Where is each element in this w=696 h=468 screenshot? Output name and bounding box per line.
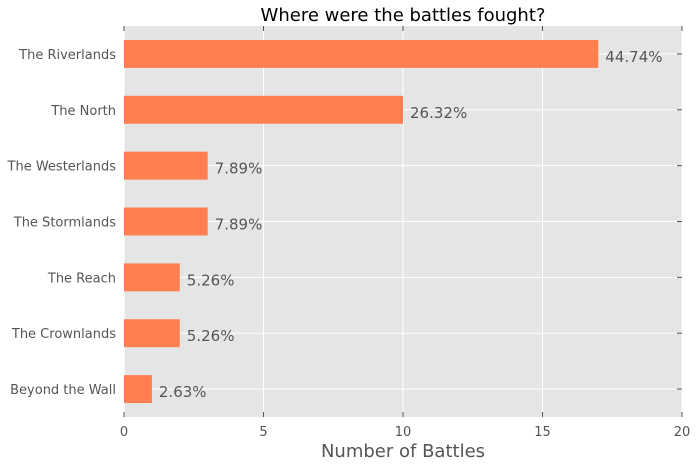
bar xyxy=(124,151,208,180)
chart-title: Where were the battles fought? xyxy=(261,5,546,26)
y-category-label: The Reach xyxy=(47,271,116,286)
y-category-label: The Stormlands xyxy=(13,216,116,231)
y-category-label: The North xyxy=(50,104,116,119)
x-axis-label: Number of Battles xyxy=(321,441,485,462)
bar-data-label: 26.32% xyxy=(410,104,467,122)
labels: 0 5 10 15 20 The Riverlands 44.74% The North 26.… xyxy=(7,48,691,440)
bar-data-label: 7.89% xyxy=(215,216,263,234)
bar xyxy=(124,263,180,292)
y-category-label: The Crownlands xyxy=(11,327,116,342)
bar xyxy=(124,375,152,404)
y-category-label: The Westerlands xyxy=(7,160,117,175)
bars xyxy=(124,39,599,404)
bar-data-label: 5.26% xyxy=(187,327,235,345)
bar-data-label: 7.89% xyxy=(215,160,263,178)
x-tick-label: 0 xyxy=(120,425,128,440)
grid-lines xyxy=(123,26,683,417)
x-tick-label: 5 xyxy=(259,425,267,440)
x-tick-label: 10 xyxy=(395,425,412,440)
x-tick-label: 15 xyxy=(534,425,551,440)
y-category-label: The Riverlands xyxy=(18,48,116,63)
y-category-label: Beyond the Wall xyxy=(10,383,116,398)
bar-data-label: 44.74% xyxy=(605,48,662,66)
bar xyxy=(124,39,599,68)
x-tick-label: 20 xyxy=(674,425,691,440)
bar xyxy=(124,207,208,236)
bar-data-label: 2.63% xyxy=(159,383,207,401)
bar-data-label: 5.26% xyxy=(187,271,235,289)
bar xyxy=(124,319,180,348)
bar xyxy=(124,95,403,124)
